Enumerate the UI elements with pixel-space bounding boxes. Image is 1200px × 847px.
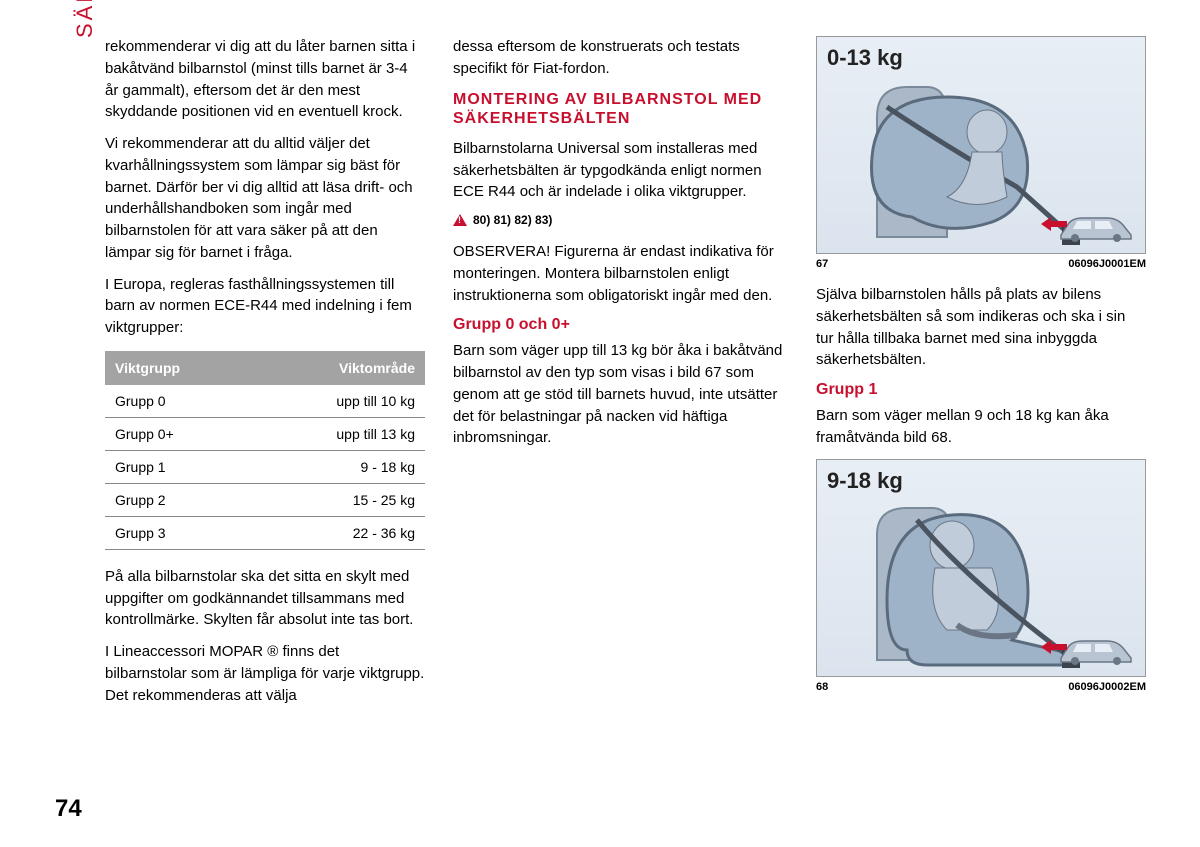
figure-caption: 67 06096J0001EM — [816, 258, 1146, 270]
figure-67: 0-13 kg — [816, 36, 1146, 254]
body-text: Barn som väger upp till 13 kg bör åka i … — [453, 340, 788, 449]
body-text: dessa eftersom de konstruerats och testa… — [453, 36, 788, 80]
body-text: I Europa, regleras fasthållningssystemen… — [105, 274, 425, 339]
table-row: Grupp 0+upp till 13 kg — [105, 417, 425, 450]
direction-arrow-icon — [1041, 640, 1067, 654]
body-text: Barn som väger mellan 9 och 18 kg kan åk… — [816, 405, 1146, 449]
column-3: 0-13 kg — [816, 36, 1146, 716]
subheading-group0: Grupp 0 och 0+ — [453, 316, 788, 334]
table-row: Grupp 19 - 18 kg — [105, 450, 425, 483]
body-text: Vi rekommenderar att du alltid väljer de… — [105, 133, 425, 264]
body-text: I Lineaccessori MOPAR ® finns det bilbar… — [105, 641, 425, 706]
warning-icon — [453, 214, 467, 226]
table-header: Viktgrupp — [105, 351, 253, 385]
table-row: Grupp 322 - 36 kg — [105, 516, 425, 549]
body-text: OBSERVERA! Figurerna är endast indikativ… — [453, 241, 788, 306]
column-2: dessa eftersom de konstruerats och testa… — [453, 36, 788, 716]
body-text: Bilbarnstolarna Universal som installera… — [453, 138, 788, 203]
direction-arrow-icon — [1041, 217, 1067, 231]
table-row: Grupp 0upp till 10 kg — [105, 385, 425, 418]
column-1: rekommenderar vi dig att du låter barnen… — [55, 36, 425, 716]
warning-refs: 80) 81) 82) 83) — [453, 213, 788, 227]
figure-caption: 68 06096J0002EM — [816, 681, 1146, 693]
section-heading: MONTERING AV BILBARNSTOL MED SÄKERHETSBÄ… — [453, 90, 788, 128]
page-number: 74 — [55, 795, 82, 823]
subheading-group1: Grupp 1 — [816, 381, 1146, 399]
weight-group-table: Viktgrupp Viktområde Grupp 0upp till 10 … — [105, 351, 425, 550]
car-icon — [1057, 213, 1135, 243]
body-text: På alla bilbarnstolar ska det sitta en s… — [105, 566, 425, 631]
side-tab-label: SÄKERHET |||| — [72, 0, 98, 38]
figure-68: 9-18 kg — [816, 459, 1146, 677]
body-text: Själva bilbarnstolen hålls på plats av b… — [816, 284, 1146, 371]
car-icon — [1057, 636, 1135, 666]
table-row: Grupp 215 - 25 kg — [105, 483, 425, 516]
body-text: rekommenderar vi dig att du låter barnen… — [105, 36, 425, 123]
table-header: Viktområde — [253, 351, 425, 385]
page-content: rekommenderar vi dig att du låter barnen… — [0, 0, 1200, 736]
